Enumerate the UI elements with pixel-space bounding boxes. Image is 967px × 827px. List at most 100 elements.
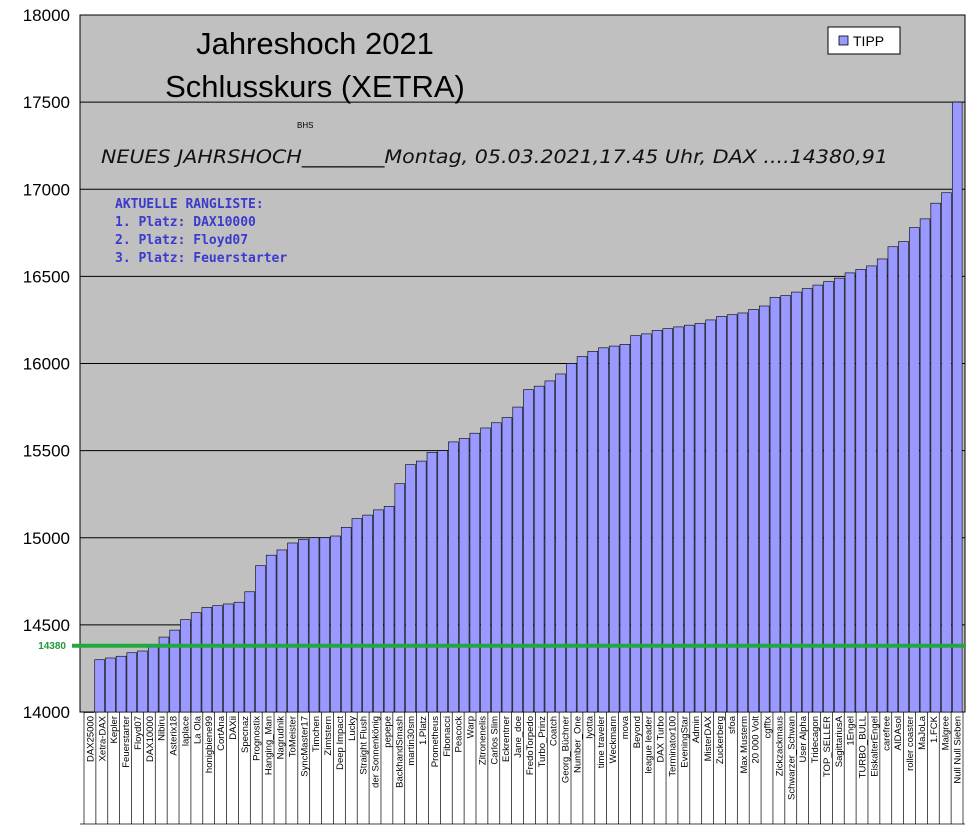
x-tick-label: Peacock bbox=[454, 716, 465, 753]
x-tick-label: league leader bbox=[644, 716, 655, 774]
bar bbox=[287, 542, 298, 713]
bar bbox=[834, 277, 845, 713]
bar bbox=[394, 483, 406, 713]
legend-swatch bbox=[838, 35, 849, 46]
bar bbox=[212, 605, 223, 713]
bar bbox=[148, 645, 159, 713]
x-tick-label: User Alpha bbox=[798, 715, 809, 762]
x-tick-label: Warp bbox=[466, 716, 477, 738]
x-tick-label: Coatch bbox=[549, 716, 560, 746]
reference-line-label: 14380 bbox=[38, 641, 66, 652]
bar bbox=[855, 269, 866, 713]
bar bbox=[544, 380, 556, 713]
bar bbox=[576, 356, 588, 713]
chart-title-line1: Jahreshoch 2021 bbox=[196, 26, 434, 61]
x-tick-label: Eckrentner bbox=[501, 716, 512, 762]
x-tick-label: Carlos Slim bbox=[489, 716, 500, 765]
headline-annotation: NEUES JAHRSHOCH________Montag, 05.03.202… bbox=[101, 146, 888, 168]
x-tick-label: sfoa bbox=[727, 715, 738, 734]
bar bbox=[683, 324, 695, 713]
x-tick-label: Zimtstern bbox=[323, 716, 334, 756]
x-tick-label: ToMeister bbox=[287, 716, 298, 757]
x-tick-label: Nibiru bbox=[157, 716, 168, 741]
x-tick-label: martin30sm bbox=[406, 716, 417, 766]
x-tick-label: pepepe bbox=[382, 716, 393, 748]
x-tick-label: La Ola bbox=[192, 715, 203, 744]
bars bbox=[83, 101, 963, 713]
bar bbox=[566, 363, 577, 713]
bar bbox=[105, 657, 116, 713]
x-tick-label: Nagrudnik bbox=[275, 716, 286, 760]
bar bbox=[608, 345, 620, 713]
bar bbox=[898, 241, 909, 713]
bar bbox=[190, 612, 202, 713]
bar bbox=[662, 328, 674, 713]
y-tick-label: 14500 bbox=[23, 616, 70, 635]
ranking-3: 3. Platz: Feuerstarter bbox=[115, 251, 287, 266]
x-tick-label: SyncMaster17 bbox=[299, 716, 310, 777]
x-tick-label: Tridecagon bbox=[810, 716, 821, 763]
bar bbox=[791, 291, 802, 713]
x-tick-label: cgfftx bbox=[763, 716, 774, 739]
bar bbox=[308, 537, 320, 713]
x-tick-label: BackhandSmash bbox=[394, 716, 405, 788]
x-tick-label: der Sonnenkönig bbox=[371, 716, 382, 788]
bar bbox=[919, 218, 931, 713]
bar bbox=[512, 406, 523, 713]
legend: TIPP bbox=[827, 26, 901, 55]
x-tick-label: mova bbox=[620, 715, 631, 739]
bar bbox=[748, 309, 759, 713]
x-tick-label: MisterDAX bbox=[703, 715, 714, 761]
bar bbox=[941, 192, 952, 713]
x-tick-label: Floyd07 bbox=[133, 716, 144, 750]
bar bbox=[726, 314, 738, 713]
x-tick-label: DAXii bbox=[228, 716, 239, 740]
bar bbox=[244, 591, 255, 713]
bar bbox=[651, 330, 663, 713]
x-tick-label: Admin bbox=[691, 716, 702, 743]
bar bbox=[587, 351, 598, 713]
x-tick-label: DAX25000 bbox=[85, 716, 96, 762]
x-tick-label: Turbo_Prinz bbox=[537, 716, 548, 768]
y-axis-ticks: 14000 14500 15000 15500 16000 16500 17000 17500… bbox=[23, 6, 70, 722]
bar bbox=[448, 441, 459, 713]
bar bbox=[844, 272, 856, 713]
y-tick-label: 16500 bbox=[23, 267, 70, 286]
bar bbox=[533, 385, 545, 713]
x-tick-label: CortAna bbox=[216, 715, 227, 751]
x-tick-label: Schwarzer_Schwan bbox=[786, 716, 797, 800]
bar bbox=[523, 389, 534, 713]
x-tick-label: TOP_SELLER bbox=[822, 716, 833, 777]
x-tick-label: AIDAsol bbox=[893, 716, 904, 750]
bar bbox=[480, 427, 491, 713]
x-tick-label: Specnaz bbox=[240, 716, 251, 753]
bar bbox=[694, 323, 706, 713]
x-tick-label: DAX Turbo bbox=[656, 716, 667, 762]
ranking-1: 1. Platz: DAX10000 bbox=[115, 215, 256, 230]
x-tick-label: lyotta bbox=[584, 715, 595, 738]
x-tick-label: roller coaster bbox=[905, 716, 916, 771]
bar bbox=[458, 438, 470, 713]
x-tick-label: Prometheus bbox=[430, 716, 441, 767]
x-tick-label: Zuckerberg bbox=[715, 716, 726, 764]
x-tick-label: Jane_doe bbox=[513, 716, 524, 758]
bar bbox=[823, 281, 834, 713]
bar bbox=[319, 537, 330, 713]
y-tick-label: 14000 bbox=[23, 703, 70, 722]
x-tick-label: Lucky bbox=[347, 716, 358, 741]
x-tick-label: 20 000 Volt bbox=[751, 716, 762, 764]
bar bbox=[737, 312, 749, 713]
x-tick-label: Weckmann bbox=[608, 716, 619, 763]
bar bbox=[373, 509, 384, 713]
x-tick-label: Number_One bbox=[572, 716, 583, 773]
y-tick-label: 15500 bbox=[23, 442, 70, 461]
category-labels: DAX25000 Xetra-DAX Kepler Feuerstarter Floyd… bbox=[80, 712, 965, 825]
bar bbox=[255, 565, 266, 713]
bar bbox=[887, 246, 899, 713]
bar bbox=[769, 296, 781, 713]
bar bbox=[630, 335, 641, 713]
bar bbox=[866, 265, 877, 713]
bar bbox=[705, 319, 716, 713]
x-tick-label: Straight Flush bbox=[359, 716, 370, 775]
